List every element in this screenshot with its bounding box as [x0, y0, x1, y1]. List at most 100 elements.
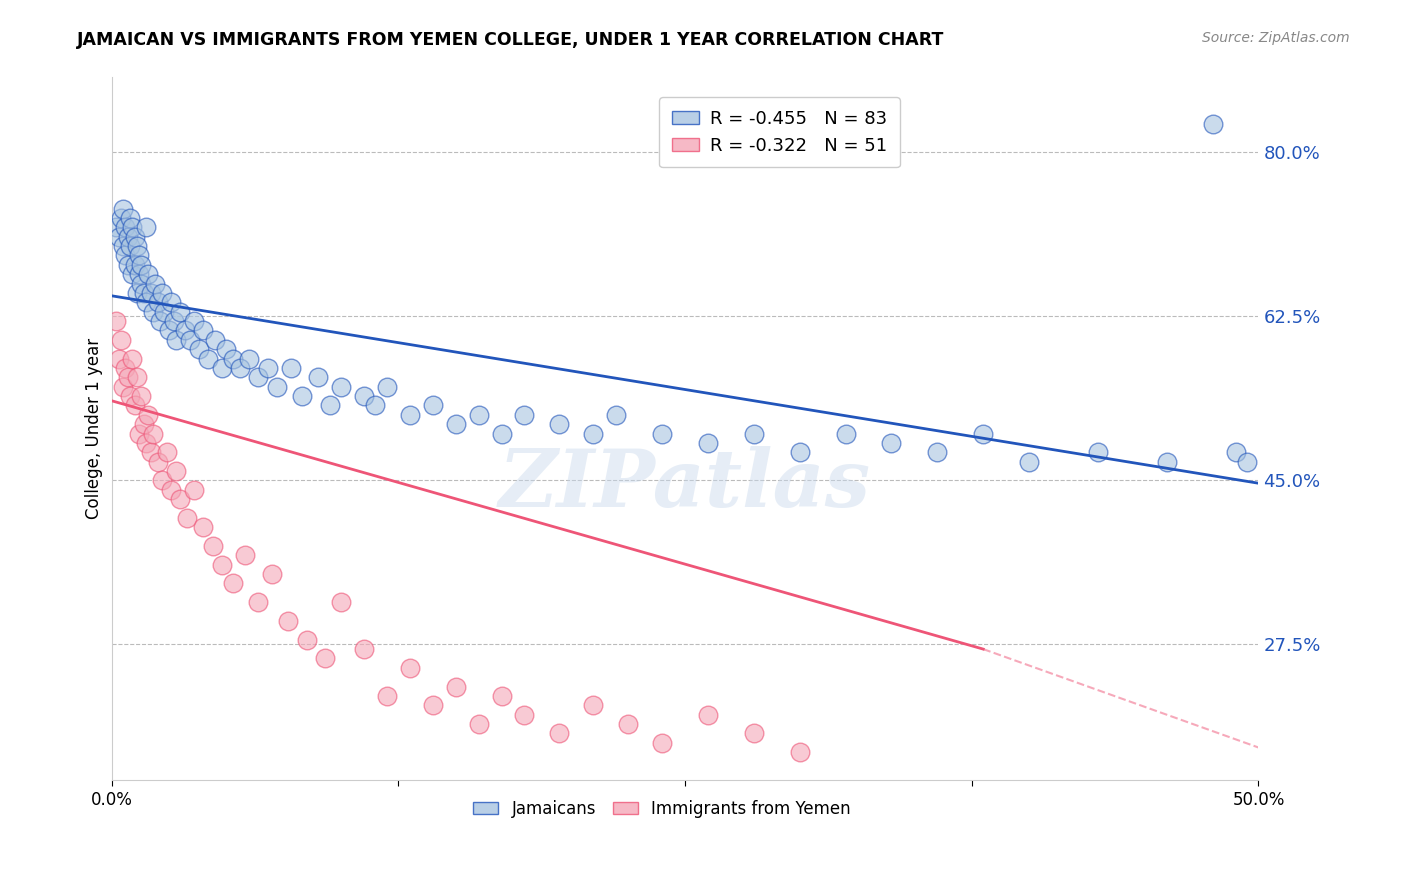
Point: [834, 426, 856, 441]
Point: [880, 436, 903, 450]
Point: [136, 267, 159, 281]
Point: [353, 642, 375, 657]
Point: [162, 314, 184, 328]
Point: [153, 304, 176, 318]
Point: [193, 520, 215, 534]
Point: [222, 351, 245, 366]
Point: [197, 351, 219, 366]
Point: [318, 399, 340, 413]
Point: [183, 483, 205, 497]
Point: [789, 745, 811, 759]
Point: [211, 558, 233, 572]
Point: [513, 408, 536, 422]
Point: [548, 417, 571, 432]
Point: [295, 632, 318, 647]
Point: [742, 726, 765, 740]
Point: [121, 351, 143, 366]
Point: [128, 267, 150, 281]
Point: [422, 399, 444, 413]
Point: [1201, 117, 1223, 131]
Point: [169, 492, 191, 507]
Point: [277, 614, 299, 628]
Legend: Jamaicans, Immigrants from Yemen: Jamaicans, Immigrants from Yemen: [467, 793, 858, 825]
Point: [266, 380, 288, 394]
Point: [582, 698, 605, 713]
Point: [179, 333, 201, 347]
Point: [135, 220, 157, 235]
Point: [131, 277, 153, 291]
Point: [146, 455, 169, 469]
Point: [513, 707, 536, 722]
Y-axis label: College, Under 1 year: College, Under 1 year: [86, 338, 103, 519]
Point: [222, 576, 245, 591]
Point: [742, 426, 765, 441]
Point: [1087, 445, 1109, 459]
Point: [238, 351, 260, 366]
Point: [135, 436, 157, 450]
Point: [117, 229, 139, 244]
Point: [651, 426, 673, 441]
Point: [204, 333, 226, 347]
Point: [121, 220, 143, 235]
Point: [112, 380, 135, 394]
Point: [1018, 455, 1040, 469]
Point: [364, 399, 387, 413]
Text: JAMAICAN VS IMMIGRANTS FROM YEMEN COLLEGE, UNDER 1 YEAR CORRELATION CHART: JAMAICAN VS IMMIGRANTS FROM YEMEN COLLEG…: [77, 31, 945, 49]
Point: [444, 417, 467, 432]
Point: [215, 342, 238, 356]
Point: [146, 295, 169, 310]
Point: [124, 399, 146, 413]
Point: [422, 698, 444, 713]
Point: [136, 408, 159, 422]
Point: [114, 248, 136, 262]
Point: [107, 351, 129, 366]
Point: [157, 323, 180, 337]
Point: [1156, 455, 1178, 469]
Point: [156, 445, 179, 459]
Point: [247, 595, 270, 609]
Point: [160, 295, 183, 310]
Point: [174, 323, 197, 337]
Point: [128, 426, 150, 441]
Point: [467, 408, 489, 422]
Point: [927, 445, 949, 459]
Point: [142, 304, 165, 318]
Point: [149, 314, 172, 328]
Point: [125, 370, 148, 384]
Point: [398, 661, 420, 675]
Point: [150, 285, 173, 300]
Point: [131, 389, 153, 403]
Point: [112, 202, 135, 216]
Point: [789, 445, 811, 459]
Point: [135, 295, 157, 310]
Point: [548, 726, 571, 740]
Point: [291, 389, 314, 403]
Point: [165, 333, 187, 347]
Point: [139, 445, 162, 459]
Point: [124, 258, 146, 272]
Text: ZIPatlas: ZIPatlas: [499, 446, 872, 524]
Point: [233, 549, 256, 563]
Point: [125, 285, 148, 300]
Point: [132, 285, 155, 300]
Point: [256, 361, 278, 376]
Point: [651, 736, 673, 750]
Point: [314, 651, 336, 665]
Point: [114, 220, 136, 235]
Point: [697, 436, 720, 450]
Point: [262, 567, 284, 582]
Point: [160, 483, 183, 497]
Point: [110, 211, 132, 225]
Point: [280, 361, 302, 376]
Point: [118, 211, 141, 225]
Point: [128, 248, 150, 262]
Point: [1236, 455, 1258, 469]
Point: [105, 314, 128, 328]
Point: [616, 717, 638, 731]
Point: [375, 689, 398, 703]
Point: [201, 539, 224, 553]
Point: [1225, 445, 1247, 459]
Point: [150, 474, 173, 488]
Point: [114, 361, 136, 376]
Point: [444, 680, 467, 694]
